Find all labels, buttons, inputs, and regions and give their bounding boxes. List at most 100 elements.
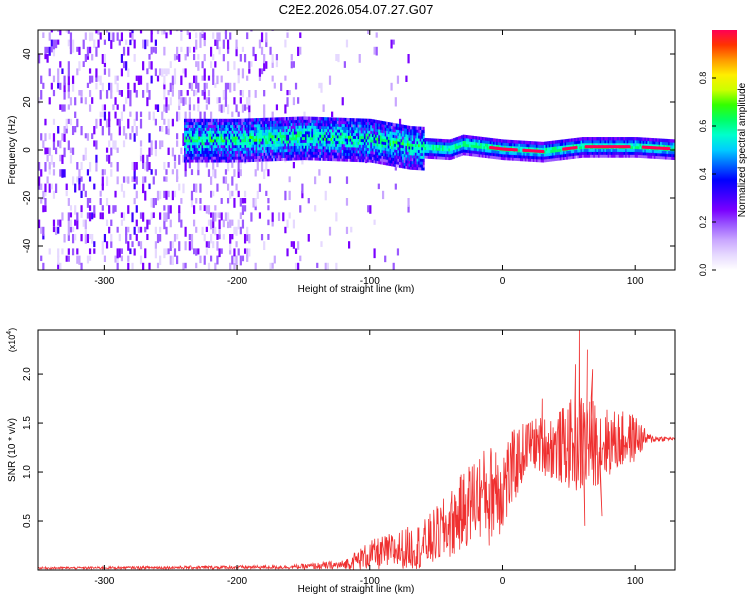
y-tick-label: 40 — [22, 48, 33, 60]
heatmap-cell — [333, 143, 336, 147]
heatmap-cell — [281, 148, 283, 153]
heatmap-cell — [362, 124, 365, 128]
heatmap-cell — [154, 118, 157, 126]
heatmap-cell — [241, 90, 245, 98]
heatmap-cell — [260, 32, 264, 43]
colorbar-tick-label: 0.8 — [698, 72, 708, 85]
heatmap-cell — [239, 159, 242, 163]
heatmap-cell — [492, 149, 495, 154]
heatmap-cell — [626, 151, 629, 155]
heatmap-cell — [311, 136, 314, 141]
heatmap-cell — [65, 190, 68, 197]
heatmap-cell — [252, 118, 255, 122]
heatmap-cell — [328, 117, 331, 121]
heatmap-cell — [139, 30, 143, 34]
heatmap-cell — [169, 219, 172, 228]
heatmap-cell — [260, 120, 263, 125]
heatmap-cell — [476, 142, 479, 146]
heatmap-cell — [397, 143, 400, 148]
heatmap-cell — [540, 141, 543, 146]
heatmap-cell — [325, 146, 328, 150]
heatmap-cell — [161, 68, 164, 77]
heatmap-cell — [596, 137, 599, 141]
heatmap-cell — [235, 255, 238, 266]
heatmap-cell — [312, 128, 315, 132]
heatmap-cell — [308, 133, 310, 138]
heatmap-cell — [373, 154, 376, 158]
heatmap-cell — [176, 176, 179, 183]
heatmap-cell — [301, 136, 304, 141]
heatmap-cell — [350, 226, 353, 233]
heatmap-cell — [191, 159, 194, 163]
heatmap-cell — [472, 153, 475, 157]
heatmap-cell — [492, 141, 495, 145]
heatmap-cell — [551, 140, 554, 145]
heatmap-cell — [225, 141, 228, 146]
heatmap-cell — [365, 127, 368, 131]
heatmap-cell — [188, 104, 191, 111]
heatmap-cell — [182, 154, 185, 163]
heatmap-cell — [322, 145, 325, 150]
heatmap-cell — [118, 39, 121, 46]
heatmap-cell — [195, 61, 198, 68]
heatmap-cell — [211, 118, 213, 123]
heatmap-cell — [252, 144, 255, 148]
heatmap-cell — [165, 169, 168, 175]
heatmap-cell — [188, 234, 191, 241]
heatmap-cell — [656, 144, 659, 148]
heatmap-cell — [287, 145, 290, 150]
heatmap-cell — [257, 141, 260, 145]
heatmap-cell — [354, 147, 357, 151]
heatmap-cell — [246, 127, 248, 131]
heatmap-cell — [558, 142, 561, 147]
heatmap-cell — [289, 131, 291, 135]
heatmap-cell — [266, 152, 269, 156]
heatmap-cell — [328, 137, 331, 141]
heatmap-cell — [231, 141, 234, 146]
heatmap-cell — [292, 134, 295, 138]
heatmap-cell — [515, 151, 518, 156]
colorbar-gradient — [712, 30, 737, 270]
heatmap-cell — [163, 162, 166, 170]
heatmap-peak-cell — [621, 145, 624, 149]
heatmap-cell — [203, 255, 206, 265]
heatmap-cell — [481, 136, 484, 141]
heatmap-cell — [207, 159, 210, 163]
heatmap-cell — [341, 117, 344, 122]
heatmap-cell — [319, 151, 322, 155]
heatmap-cell — [656, 149, 659, 154]
heatmap-cell — [373, 145, 376, 149]
heatmap-cell — [285, 157, 288, 161]
heatmap-cell — [481, 142, 484, 147]
heatmap-cell — [146, 154, 149, 163]
heatmap-cell — [324, 262, 327, 270]
heatmap-cell — [368, 127, 371, 131]
heatmap-cell — [384, 158, 387, 163]
heatmap-cell — [352, 138, 355, 142]
heatmap-cell — [336, 132, 339, 136]
heatmap-cell — [481, 139, 484, 144]
heatmap-cell — [556, 142, 559, 147]
heatmap-cell — [395, 140, 398, 145]
heatmap-cell — [241, 198, 245, 204]
heatmap-cell — [38, 54, 41, 64]
y-tick-label: 1.0 — [22, 465, 33, 479]
heatmap-cell — [555, 151, 557, 156]
heatmap-cell — [223, 144, 226, 149]
heatmap-cell — [343, 126, 346, 130]
heatmap-cell — [317, 139, 320, 144]
heatmap-cell — [44, 118, 47, 126]
heatmap-cell — [214, 127, 217, 131]
heatmap-cell — [481, 148, 484, 152]
heatmap-cell — [308, 156, 310, 161]
heatmap-cell — [365, 138, 368, 143]
heatmap-cell — [241, 156, 244, 160]
heatmap-cell — [285, 117, 288, 121]
heatmap-cell — [387, 150, 390, 155]
heatmap-cell — [602, 137, 605, 141]
heatmap-cell — [199, 144, 202, 149]
heatmap-cell — [239, 121, 242, 125]
heatmap-cell — [367, 133, 369, 137]
heatmap-cell — [248, 68, 251, 74]
heatmap-cell — [190, 159, 193, 163]
